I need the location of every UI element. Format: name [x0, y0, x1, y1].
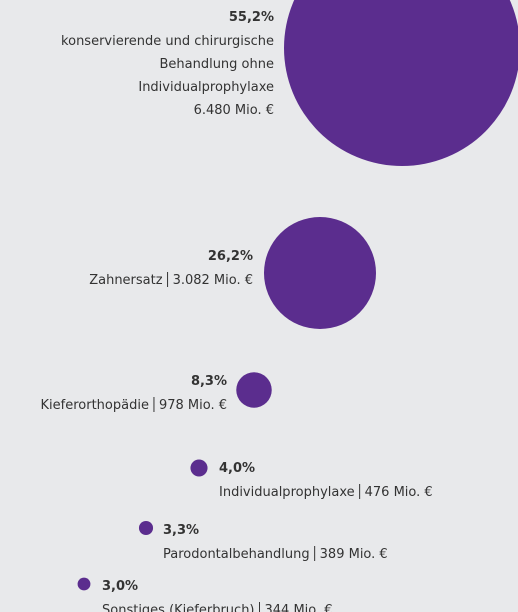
amount-label: 476 Mio. €	[365, 485, 433, 500]
value-label: 8,3%	[191, 374, 227, 389]
value-label: 26,2%	[208, 249, 253, 264]
value-label: 3,0%	[102, 579, 138, 594]
bubble	[138, 520, 154, 536]
bubble	[77, 577, 91, 591]
amount-label: 389 Mio. €	[320, 547, 388, 562]
category-label: Zahnersatz	[89, 273, 163, 288]
value-label: 4,0%	[219, 461, 255, 476]
category-label: Kieferorthopädie	[41, 398, 149, 413]
category-label: Sonstiges (Kieferbruch)	[102, 603, 255, 612]
category-label: Individualprophylaxe	[219, 485, 355, 500]
amount-label: 978 Mio. €	[159, 398, 227, 413]
value-label: 3,3%	[163, 523, 199, 538]
bubble	[236, 372, 272, 408]
category-label: Parodontalbehandlung	[163, 547, 310, 562]
category-label: konservierende und chirurgische Behandlun…	[61, 34, 274, 95]
bubble	[263, 216, 377, 330]
bubble	[284, 0, 518, 166]
amount-label: 3.082 Mio. €	[173, 273, 253, 288]
bubble	[190, 459, 208, 477]
value-label: 55,2%	[229, 10, 274, 25]
amount-label: 6.480 Mio. €	[194, 103, 274, 118]
amount-label: 344 Mio. €	[265, 603, 333, 612]
